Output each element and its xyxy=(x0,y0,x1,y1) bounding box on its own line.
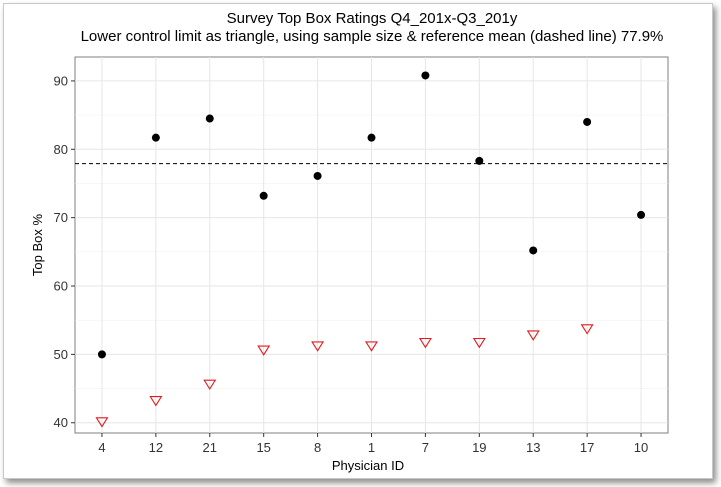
x-tick-label: 13 xyxy=(526,440,540,455)
rating-point xyxy=(421,71,430,80)
x-tick-label: 12 xyxy=(149,440,163,455)
lower-control-limit-triangle xyxy=(311,341,325,352)
lower-control-limit-triangle xyxy=(418,337,432,349)
lower-control-limit-triangle xyxy=(95,417,109,428)
lower-control-limit-triangle xyxy=(149,396,163,407)
lower-control-limit-triangle xyxy=(257,345,271,356)
x-tick-label: 21 xyxy=(203,440,217,455)
lower-control-limit-triangle xyxy=(526,330,540,341)
rating-point xyxy=(367,133,376,142)
lower-control-limit-triangle xyxy=(203,379,217,391)
x-tick-label: 15 xyxy=(256,440,270,455)
y-tick-label: 40 xyxy=(54,415,68,430)
lower-control-limit-triangle xyxy=(365,341,378,352)
x-tick-label: 17 xyxy=(580,440,594,455)
rating-point xyxy=(583,117,592,126)
chart-subtitle: Lower control limit as triangle, using s… xyxy=(81,28,664,45)
x-tick-label: 19 xyxy=(472,440,486,455)
y-tick-label: 60 xyxy=(54,279,68,294)
x-tick-label: 8 xyxy=(314,440,321,455)
rating-point xyxy=(475,156,484,165)
y-tick-label: 90 xyxy=(54,73,68,88)
lower-control-limit-triangle xyxy=(472,337,486,349)
x-tick-label: 4 xyxy=(98,440,105,455)
lower-control-limit-triangle xyxy=(580,324,594,335)
y-axis-title: Top Box % xyxy=(30,213,45,276)
rating-point xyxy=(97,350,106,359)
x-tick-label: 10 xyxy=(634,440,648,455)
y-tick-label: 50 xyxy=(54,347,68,362)
rating-point xyxy=(637,210,646,219)
chart-title: Survey Top Box Ratings Q4_201x-Q3_201y xyxy=(227,10,518,27)
y-axis: 40 50 60 70 80 90 xyxy=(54,73,75,430)
rating-point xyxy=(259,191,268,200)
rating-point xyxy=(205,114,214,123)
data-points xyxy=(95,71,646,428)
rating-point xyxy=(529,246,538,255)
y-tick-label: 80 xyxy=(54,142,68,157)
y-tick-label: 70 xyxy=(54,210,68,225)
x-tick-label: 7 xyxy=(422,440,429,455)
x-tick-label: 1 xyxy=(368,440,375,455)
rating-point xyxy=(313,171,322,180)
x-axis: 4 12 21 15 8 1 7 19 13 17 10 xyxy=(98,433,648,455)
x-axis-title: Physician ID xyxy=(332,458,404,473)
rating-point xyxy=(151,133,160,142)
